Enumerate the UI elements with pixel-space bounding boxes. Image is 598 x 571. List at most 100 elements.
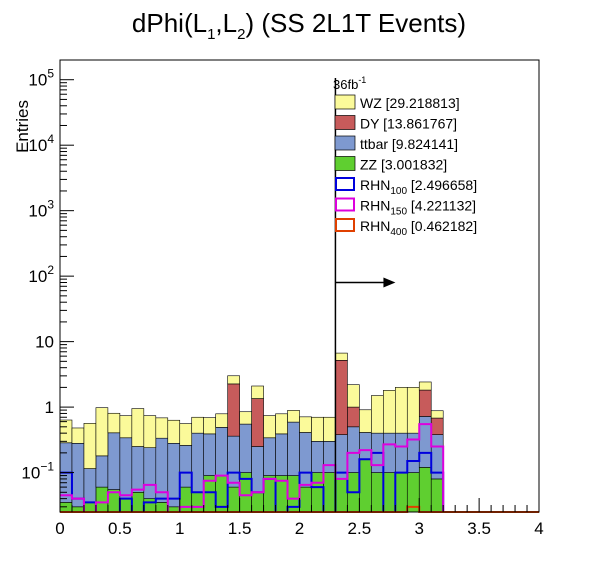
bar-zz-28 bbox=[394, 472, 408, 513]
bar-zz-5 bbox=[119, 498, 133, 513]
y-axis: 10−1 1 10 102 103 104 105 bbox=[21, 59, 74, 508]
bar-wz-26 bbox=[371, 395, 384, 434]
y-tick-label: 103 bbox=[28, 198, 54, 221]
stacked-bars bbox=[59, 352, 444, 513]
bar-dy-14 bbox=[227, 383, 240, 437]
bar-zz-7 bbox=[143, 498, 157, 513]
bar-ttbar-25 bbox=[359, 432, 372, 460]
legend-swatch-rhn100 bbox=[335, 177, 355, 191]
x-axis: 0 0.5 1 1.5 2 2.5 3 3.5 4 bbox=[55, 498, 544, 538]
chart-title: dPhi(L1,L2) (SS 2L1T Events) bbox=[132, 8, 466, 43]
legend-swatch-ttbar bbox=[334, 135, 356, 151]
bar-zz-30 bbox=[418, 467, 432, 513]
bar-wz-19 bbox=[287, 410, 300, 423]
bar-wz-16 bbox=[251, 385, 264, 399]
bar-zz-6 bbox=[131, 491, 145, 513]
bar-wz-3 bbox=[95, 407, 109, 457]
luminosity-label: 36fb-1 bbox=[333, 75, 366, 92]
bar-zz-10 bbox=[179, 486, 193, 513]
bar-ttbar-20 bbox=[299, 432, 312, 488]
bar-wz-1 bbox=[71, 427, 85, 444]
bar-zz-21 bbox=[311, 472, 324, 513]
bar-ttbar-13 bbox=[215, 427, 228, 476]
bar-wz-24 bbox=[347, 384, 360, 408]
line-rhn150 bbox=[60, 423, 539, 513]
y-tick-label: 105 bbox=[28, 67, 54, 90]
bar-zz-26 bbox=[371, 472, 384, 513]
bar-ttbar-6 bbox=[131, 446, 145, 493]
bar-wz-6 bbox=[131, 408, 145, 447]
bar-ttbar-19 bbox=[287, 421, 300, 476]
bar-wz-4 bbox=[107, 412, 121, 434]
bar-wz-17 bbox=[263, 415, 276, 439]
bar-wz-10 bbox=[179, 423, 193, 446]
bar-zz-11 bbox=[191, 491, 205, 513]
bar-zz-20 bbox=[299, 486, 312, 513]
bar-zz-22 bbox=[323, 472, 336, 513]
bar-ttbar-11 bbox=[191, 432, 205, 493]
bar-dy-16 bbox=[251, 398, 264, 447]
y-tick-label: 104 bbox=[28, 132, 54, 155]
bar-wz-21 bbox=[311, 416, 324, 442]
bar-wz-31 bbox=[430, 410, 444, 419]
x-tick-label: 1 bbox=[175, 519, 184, 538]
bar-wz-28 bbox=[394, 387, 408, 434]
bar-wz-23 bbox=[335, 352, 348, 361]
bar-wz-2 bbox=[83, 423, 97, 469]
bar-ttbar-15 bbox=[239, 423, 252, 473]
bar-wz-14 bbox=[227, 375, 240, 385]
x-tick-label: 2.5 bbox=[348, 519, 372, 538]
legend-label-rhn400: RHN400 [0.462182] bbox=[360, 218, 477, 238]
bar-zz-3 bbox=[95, 486, 109, 513]
bar-ttbar-3 bbox=[95, 455, 109, 488]
bar-dy-24 bbox=[347, 406, 360, 428]
legend-label-rhn100: RHN100 [2.496658] bbox=[360, 177, 477, 197]
x-tick-label: 2 bbox=[295, 519, 304, 538]
y-tick-label: 10 bbox=[35, 333, 54, 352]
y-axis-label: Entries bbox=[13, 100, 32, 153]
bar-ttbar-1 bbox=[71, 442, 85, 508]
bar-wz-0 bbox=[59, 419, 73, 444]
legend-label-rhn150: RHN150 [4.221132] bbox=[360, 198, 476, 218]
bar-zz-31 bbox=[430, 478, 444, 513]
bar-wz-7 bbox=[143, 415, 157, 448]
bar-ttbar-16 bbox=[251, 446, 264, 493]
bar-dy-31 bbox=[430, 417, 444, 435]
bar-dy-30 bbox=[418, 389, 432, 417]
bar-ttbar-10 bbox=[179, 445, 193, 488]
y-tick-label: 1 bbox=[45, 398, 54, 417]
legend-label-wz: WZ [29.218813] bbox=[360, 95, 460, 111]
y-tick-label: 102 bbox=[28, 263, 54, 286]
bar-ttbar-7 bbox=[143, 447, 157, 499]
bar-zz-8 bbox=[155, 502, 169, 513]
bar-wz-15 bbox=[239, 411, 252, 425]
legend-label-dy: DY [13.861767] bbox=[360, 116, 457, 132]
bar-ttbar-28 bbox=[394, 432, 408, 473]
legend-swatch-rhn400 bbox=[335, 218, 355, 232]
bar-ttbar-24 bbox=[347, 426, 360, 473]
bar-ttbar-21 bbox=[311, 441, 324, 473]
legend-swatch-zz bbox=[334, 156, 356, 171]
bar-zz-2 bbox=[83, 502, 97, 513]
bar-wz-13 bbox=[215, 413, 228, 428]
bar-wz-11 bbox=[191, 416, 205, 434]
bar-ttbar-4 bbox=[107, 432, 121, 490]
bar-zz-23 bbox=[335, 478, 348, 513]
legend-label-zz: ZZ [3.001832] bbox=[360, 157, 447, 173]
legend: WZ [29.218813] DY [13.861767] ttbar [9.824… bbox=[334, 94, 477, 238]
bar-wz-25 bbox=[359, 409, 372, 433]
bar-wz-27 bbox=[383, 390, 396, 434]
y-tick-label: 10−1 bbox=[21, 460, 54, 483]
bar-wz-22 bbox=[323, 416, 336, 442]
legend-swatch-wz bbox=[334, 94, 356, 110]
bar-dy-23 bbox=[335, 360, 348, 435]
x-tick-label: 3.5 bbox=[467, 519, 491, 538]
bar-ttbar-18 bbox=[275, 433, 288, 476]
bar-ttbar-17 bbox=[263, 437, 276, 476]
x-tick-label: 4 bbox=[534, 519, 543, 538]
bar-ttbar-27 bbox=[383, 432, 396, 473]
bar-ttbar-12 bbox=[203, 433, 216, 476]
bar-wz-20 bbox=[299, 416, 312, 433]
bar-zz-25 bbox=[359, 458, 372, 513]
